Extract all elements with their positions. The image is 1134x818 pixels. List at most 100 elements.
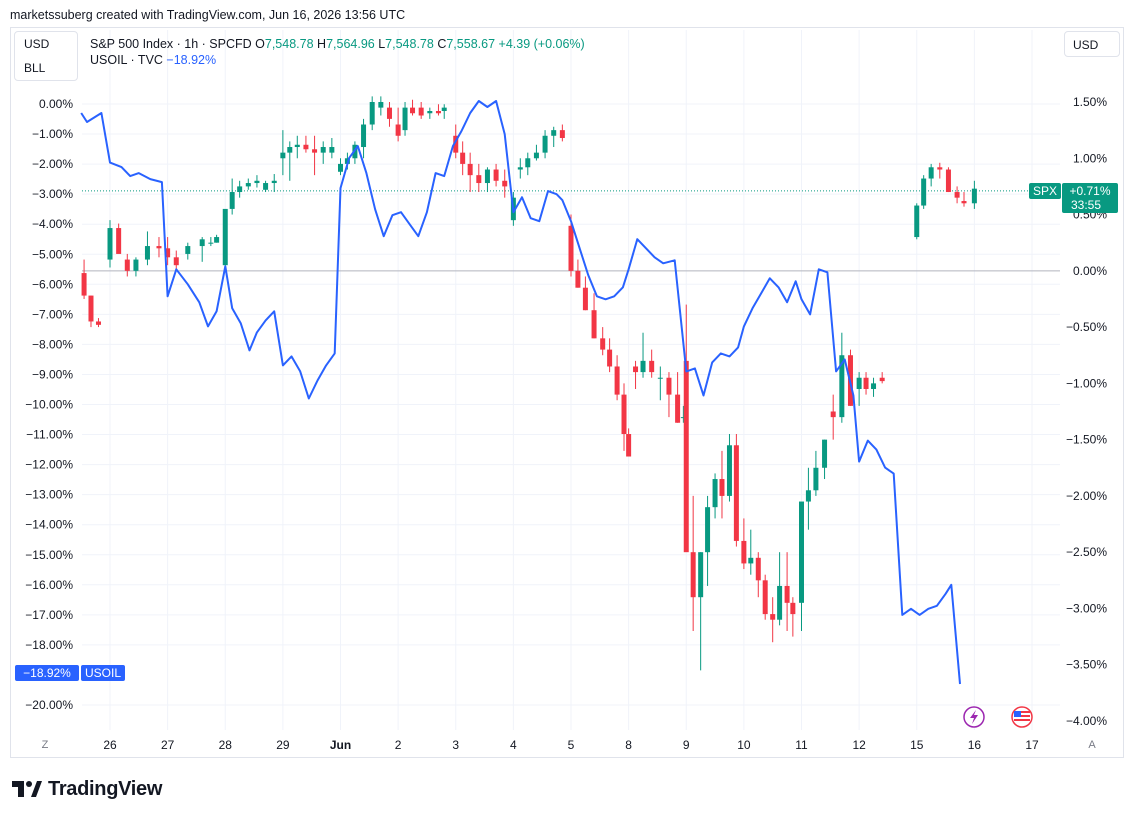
spx-candle bbox=[263, 180, 269, 193]
right-currency-selector[interactable]: USD bbox=[1064, 31, 1120, 57]
candle-body bbox=[263, 183, 269, 190]
candle-body bbox=[937, 167, 943, 170]
candle-body bbox=[287, 147, 293, 153]
us-flag-event-icon[interactable] bbox=[1011, 706, 1033, 728]
close-label: C bbox=[437, 37, 447, 51]
candle-body bbox=[116, 228, 122, 254]
candle-body bbox=[741, 540, 747, 564]
attribution-text: marketssuberg created with TradingView.c… bbox=[10, 8, 406, 22]
usoil-line bbox=[80, 100, 961, 685]
candle-body bbox=[453, 135, 459, 153]
candle-body bbox=[633, 366, 639, 373]
spx-candle bbox=[790, 597, 796, 637]
candle-body bbox=[427, 111, 433, 114]
candle-body bbox=[607, 349, 613, 367]
candle-body bbox=[712, 479, 718, 508]
candle-body bbox=[88, 295, 94, 322]
candle-body bbox=[173, 257, 179, 266]
spx-candle bbox=[542, 130, 548, 159]
spx-candle bbox=[361, 118, 367, 159]
spx-candle bbox=[680, 405, 686, 423]
spx-candle bbox=[294, 135, 300, 159]
auto-scale-button[interactable]: A bbox=[1088, 739, 1096, 751]
candle-body bbox=[435, 111, 441, 114]
spx-candle bbox=[712, 473, 718, 519]
spx-candle bbox=[799, 501, 804, 631]
spx-symbol-label: SPX bbox=[1033, 184, 1057, 198]
candle-body bbox=[856, 377, 862, 389]
left-axis-tick-label: −7.00% bbox=[32, 307, 73, 321]
spx-candle bbox=[245, 178, 251, 190]
time-axis-label: 3 bbox=[452, 738, 459, 752]
spx-candle bbox=[856, 372, 862, 406]
currency-bll-left[interactable]: BLL bbox=[24, 61, 46, 75]
spx-candle bbox=[493, 163, 499, 187]
spx-candle bbox=[675, 372, 681, 423]
spx-candle bbox=[312, 135, 318, 176]
candle-body bbox=[338, 163, 343, 172]
candle-body bbox=[879, 377, 885, 382]
spx-candle bbox=[378, 96, 384, 116]
spx-candle bbox=[914, 203, 920, 240]
spx-candle bbox=[95, 318, 101, 328]
left-axis-tick-label: −16.00% bbox=[25, 578, 73, 592]
spx-candle bbox=[945, 167, 951, 193]
time-axis-label: 29 bbox=[276, 738, 290, 752]
left-axis-tick-label: −18.00% bbox=[25, 638, 73, 652]
spx-candle bbox=[435, 104, 441, 116]
candle-body bbox=[805, 490, 811, 502]
lightning-event-icon[interactable] bbox=[963, 706, 985, 728]
candle-body bbox=[705, 507, 711, 553]
candle-body bbox=[863, 377, 869, 389]
candle-body bbox=[441, 107, 447, 112]
candle-body bbox=[81, 273, 87, 296]
spx-candle bbox=[770, 597, 776, 643]
right-axis-tick-label: 1.00% bbox=[1073, 151, 1107, 165]
candle-body bbox=[928, 167, 934, 179]
time-axis-label: 16 bbox=[968, 738, 982, 752]
candle-body bbox=[320, 147, 326, 153]
candle-body bbox=[945, 169, 951, 193]
spx-candle bbox=[741, 518, 747, 570]
spx-candle bbox=[928, 163, 934, 187]
spx-candle bbox=[621, 383, 627, 451]
tradingview-wordmark: TradingView bbox=[48, 777, 163, 800]
spx-candle bbox=[921, 175, 927, 209]
spx-candle bbox=[813, 450, 819, 496]
currency-usd-left[interactable]: USD bbox=[24, 37, 50, 51]
candle-body bbox=[614, 366, 620, 395]
zoom-left-button[interactable]: Z bbox=[42, 739, 49, 751]
spx-candle bbox=[88, 295, 94, 328]
spx-candle bbox=[386, 102, 392, 127]
spx-candle bbox=[640, 332, 646, 378]
candle-body bbox=[208, 242, 214, 244]
spx-candle bbox=[156, 237, 162, 258]
left-currency-selector[interactable]: USD BLL bbox=[14, 31, 78, 81]
spx-candle bbox=[254, 175, 260, 188]
candle-body bbox=[222, 208, 228, 266]
left-axis-tick-label: −6.00% bbox=[32, 277, 73, 291]
candle-body bbox=[502, 180, 508, 187]
spx-candle bbox=[733, 434, 739, 547]
time-axis-label: 4 bbox=[510, 738, 517, 752]
candle-body bbox=[839, 355, 845, 418]
candle-body bbox=[144, 246, 150, 260]
spx-candle bbox=[402, 102, 408, 136]
spx-candle bbox=[607, 338, 613, 373]
open-label: O bbox=[255, 37, 265, 51]
left-axis-tick-label: −8.00% bbox=[32, 337, 73, 351]
spx-candle bbox=[784, 552, 790, 631]
left-axis-tick-label: −1.00% bbox=[32, 127, 73, 141]
spx-candle bbox=[705, 495, 711, 586]
time-axis-label: Jun bbox=[330, 738, 351, 752]
spx-candle bbox=[971, 180, 977, 209]
candle-body bbox=[402, 107, 408, 131]
spx-candle bbox=[320, 141, 326, 164]
spx-candle bbox=[614, 355, 620, 401]
spx-change-label: +0.71% bbox=[1069, 184, 1110, 198]
spx-candle bbox=[591, 293, 597, 339]
spx-candle bbox=[395, 107, 401, 142]
time-axis-label: 26 bbox=[103, 738, 117, 752]
candle-body bbox=[303, 144, 309, 150]
